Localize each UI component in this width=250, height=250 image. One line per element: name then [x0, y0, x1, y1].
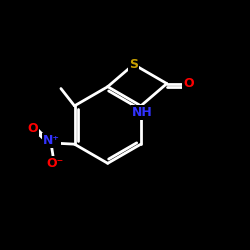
- Text: NH: NH: [132, 106, 152, 119]
- Text: N⁺: N⁺: [42, 134, 59, 147]
- Text: O: O: [27, 122, 38, 134]
- Text: O⁻: O⁻: [46, 157, 63, 170]
- Text: O: O: [183, 77, 194, 90]
- Text: S: S: [129, 58, 138, 71]
